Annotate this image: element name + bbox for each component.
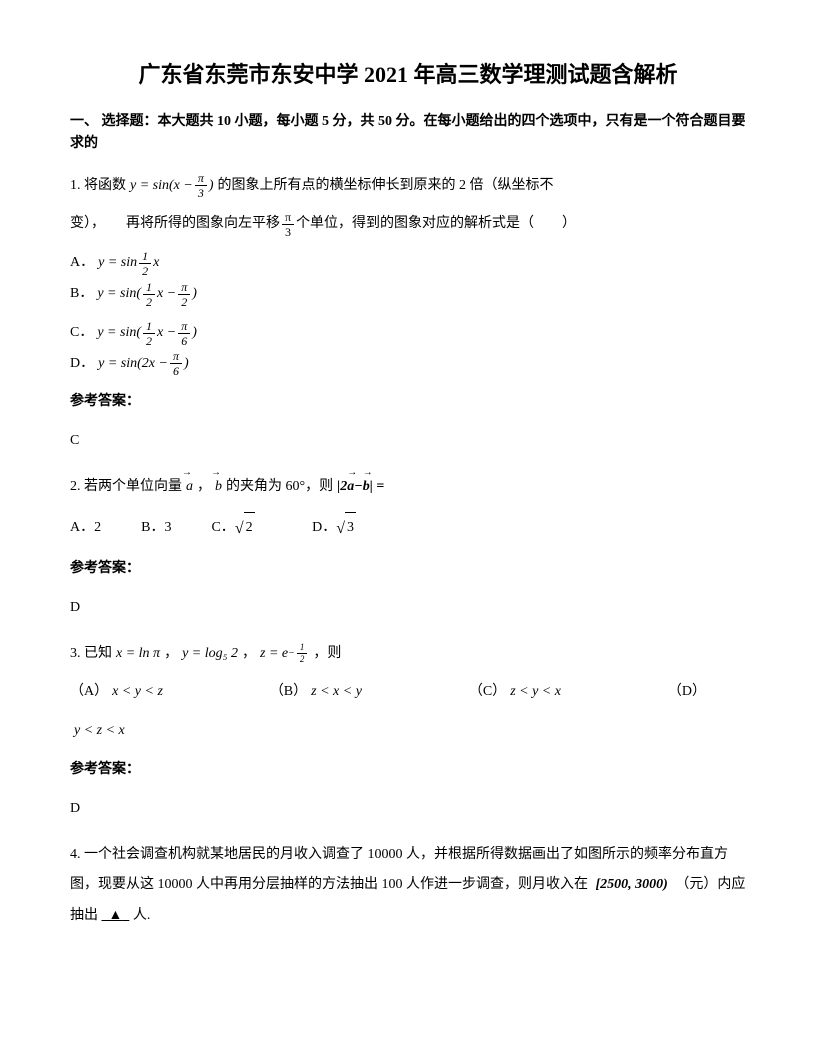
q2-vec-a: a: [182, 472, 197, 503]
q2-answer: D: [70, 593, 746, 624]
q2-option-b: B．3: [141, 511, 171, 546]
q1-option-c: C． y = sin( 1 2 x − π 6 ): [70, 318, 408, 349]
q1-answer-label: 参考答案：: [70, 387, 746, 418]
q3-option-d-label: （D）: [668, 677, 706, 708]
q3-x: x = ln π: [112, 639, 164, 670]
q3-answer: D: [70, 794, 746, 825]
q3-option-b: （B） z < x < y: [270, 677, 366, 708]
question-1: 1. 将函数 y = sin(x − π 3 ) 的图象上所有点的横坐标伸长到原…: [70, 171, 746, 457]
q1-option-d: D． y = sin(2x − π 6 ): [70, 349, 408, 380]
q2-option-d: D． 3: [312, 511, 356, 546]
q4-text3: 人.: [133, 908, 151, 923]
q4-interval: [2500, 3000): [592, 870, 672, 901]
q1-text2: 的图象上所有点的横坐标伸长到原来的 2 倍（纵坐标不: [218, 171, 554, 202]
q3-text1: 已知: [84, 639, 112, 670]
q1-option-b: B． y = sin( 1 2 x − π 2 ): [70, 279, 408, 310]
q3-z: z = e −12: [256, 639, 313, 670]
q2-option-a: A．2: [70, 511, 101, 546]
q4-blank: ▲: [102, 908, 130, 923]
q4-num: 4.: [70, 847, 81, 862]
q2-text2: ，: [197, 472, 211, 503]
q3-option-c: （C） z < y < x: [469, 677, 565, 708]
question-2: 2. 若两个单位向量 a ， b 的夹角为 60°，则 |2a − b| = A…: [70, 472, 746, 624]
q1-text5: 个单位，得到的图象对应的解析式是（ ）: [296, 209, 576, 240]
q1-num: 1.: [70, 171, 81, 202]
q1-answer: C: [70, 426, 746, 457]
page-title: 广东省东莞市东安中学 2021 年高三数学理测试题含解析: [70, 60, 746, 91]
q1-option-a: A． y = sin 1 2 x: [70, 248, 408, 279]
question-3: 3. 已知 x = ln π ， y = log₅ 2 ， z = e −12 …: [70, 639, 746, 825]
q3-option-d: y < z < x: [70, 716, 129, 747]
section-header: 一、 选择题：本大题共 10 小题，每小题 5 分，共 50 分。在每小题给出的…: [70, 111, 746, 156]
q2-expr: |2a − b| =: [333, 472, 388, 503]
q1-shift-frac: π 3: [282, 211, 294, 238]
q1-formula1: y = sin(x − π 3 ): [126, 171, 218, 202]
q1-text4: 再将所得的图象向左平移: [126, 209, 280, 240]
q2-num: 2.: [70, 472, 81, 503]
question-4: 4. 一个社会调查机构就某地居民的月收入调查了 10000 人，并根据所得数据画…: [70, 840, 746, 932]
q3-num: 3.: [70, 639, 81, 670]
q3-y: y = log₅ 2: [178, 639, 242, 670]
q2-answer-label: 参考答案：: [70, 554, 746, 585]
q1-text1: 将函数: [84, 171, 126, 202]
q3-option-a: （A） x < y < z: [70, 677, 167, 708]
q2-vec-b: b: [211, 472, 226, 503]
q2-text1: 若两个单位向量: [84, 472, 182, 503]
q1-text3: 变），: [70, 209, 105, 240]
q2-option-c: C． 2: [211, 511, 254, 546]
q2-text3: 的夹角为 60°，则: [226, 472, 333, 503]
q3-answer-label: 参考答案：: [70, 755, 746, 786]
